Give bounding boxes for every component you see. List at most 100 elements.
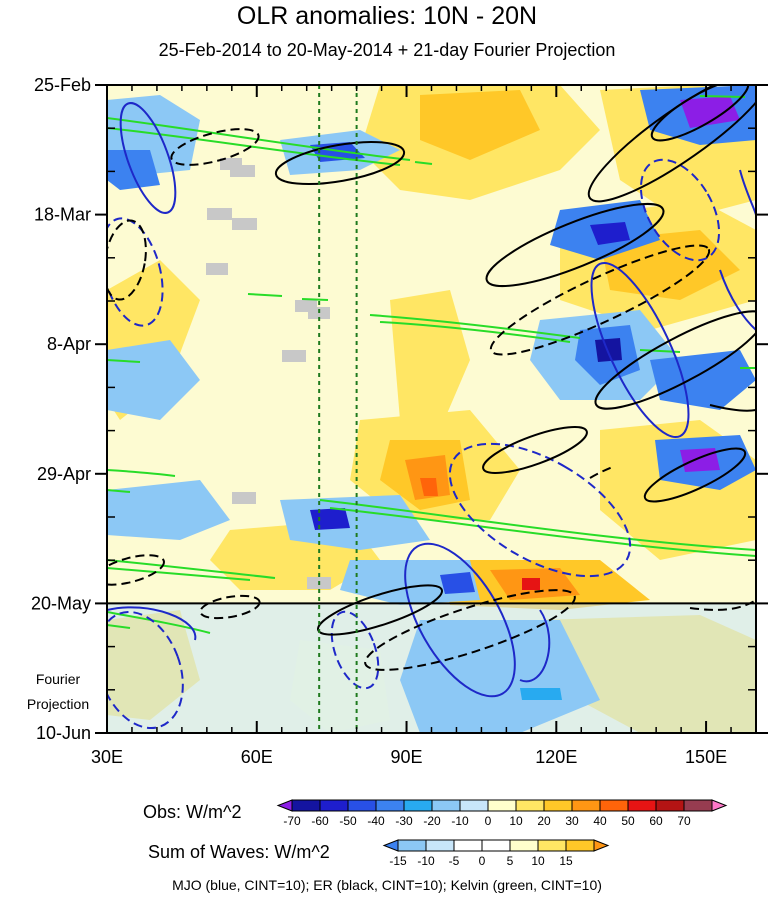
projection-label-line1: Fourier xyxy=(36,671,81,687)
kelvin-contour xyxy=(107,117,411,161)
er-contour xyxy=(482,426,588,474)
mjo-contour xyxy=(590,261,690,439)
colorbar-swatch xyxy=(459,799,489,812)
y-tick-label: 10-Jun xyxy=(36,723,91,743)
kelvin-contour xyxy=(107,624,131,629)
er-contour xyxy=(274,140,406,186)
kelvin-contour xyxy=(699,95,746,98)
y-tick-label: 25-Feb xyxy=(34,75,91,95)
missing-data-cell xyxy=(232,492,256,504)
negative-anomaly-region xyxy=(520,688,562,700)
colorbar-swatch xyxy=(382,839,399,852)
obs-colorbar: -70 -60 -50 -40 -30 -20 -10 0 10 20 30 40 50 60 70 xyxy=(276,799,728,828)
kelvin-contour xyxy=(107,567,251,581)
colorbar-swatch xyxy=(375,799,405,812)
colorbar-label: -15 xyxy=(389,854,407,868)
missing-data-cell xyxy=(282,350,306,362)
negative-anomaly-region xyxy=(590,222,630,245)
negative-anomaly-region xyxy=(680,96,740,128)
negative-anomaly-layer xyxy=(107,85,756,733)
y-tick-label: 8-Apr xyxy=(47,334,91,354)
colorbar-label: -10 xyxy=(451,814,469,828)
y-tick-label: 20-May xyxy=(31,593,91,613)
colorbar-label: 10 xyxy=(509,814,523,828)
x-axis: 30E 60E 90E 120E 150E xyxy=(91,85,732,767)
colorbar-swatch xyxy=(537,839,567,852)
positive-anomaly-region xyxy=(420,90,540,160)
missing-data-cell xyxy=(207,208,232,220)
kelvin-contour xyxy=(301,298,329,301)
positive-anomaly-region xyxy=(522,578,540,590)
er-contour xyxy=(650,85,750,142)
x-tick-label: 120E xyxy=(535,747,577,767)
colorbar-swatch xyxy=(593,839,610,852)
obs-legend-title: Obs: W/m^2 xyxy=(143,802,242,822)
y-tick-label: 18-Mar xyxy=(34,205,91,225)
colorbar-label: 10 xyxy=(531,854,545,868)
y-axis: 25-Feb 18-Mar 8-Apr 29-Apr 20-May 10-Jun xyxy=(31,75,768,743)
x-tick-label: 60E xyxy=(241,747,273,767)
colorbar-label: 60 xyxy=(649,814,663,828)
colorbar-label: 70 xyxy=(677,814,691,828)
colorbar-label: -5 xyxy=(449,854,460,868)
colorbar-swatch xyxy=(683,799,713,812)
colorbar-swatch xyxy=(397,839,427,852)
er-negative-contours xyxy=(107,128,756,671)
er-contour xyxy=(364,589,576,671)
er-contour xyxy=(589,465,616,479)
colorbar-label: -70 xyxy=(283,814,301,828)
kelvin-contour xyxy=(107,559,276,579)
colorbar-swatch xyxy=(481,839,511,852)
colorbar-label: -40 xyxy=(367,814,385,828)
colorbar-swatch xyxy=(276,799,293,812)
colorbar-label: 5 xyxy=(507,854,514,868)
er-contour xyxy=(107,554,165,586)
colorbar-swatch xyxy=(347,799,377,812)
colorbar-label: 40 xyxy=(593,814,607,828)
colorbar-swatch xyxy=(627,799,657,812)
missing-data-cell xyxy=(232,218,257,230)
negative-anomaly-region xyxy=(440,572,475,594)
er-contour xyxy=(587,85,756,203)
colorbar-label: -20 xyxy=(423,814,441,828)
kelvin-contour xyxy=(369,314,581,339)
mjo-negative-contours xyxy=(107,158,721,730)
colorbar-swatch xyxy=(319,799,349,812)
negative-anomaly-region xyxy=(310,508,350,530)
negative-anomaly-region xyxy=(595,338,622,362)
er-contour xyxy=(709,404,756,412)
colorbar-swatch xyxy=(571,799,601,812)
er-contour xyxy=(170,128,260,166)
er-wave-contours xyxy=(274,85,756,636)
missing-data-cell xyxy=(206,263,228,275)
kelvin-contour xyxy=(319,499,756,551)
negative-anomaly-region xyxy=(107,480,230,540)
colorbar-swatch xyxy=(711,799,728,812)
negative-anomaly-region xyxy=(107,340,200,420)
chart-subtitle: 25-Feb-2014 to 20-May-2014 + 21-day Four… xyxy=(158,40,616,60)
colorbar-swatch xyxy=(565,839,595,852)
colorbar-swatch xyxy=(291,799,321,812)
colorbar-swatch xyxy=(403,799,433,812)
colorbar-swatch xyxy=(453,839,483,852)
chart-title: OLR anomalies: 10N - 20N xyxy=(236,2,538,30)
projection-label-line2: Projection xyxy=(27,696,89,712)
x-tick-label: 30E xyxy=(91,747,123,767)
colorbar-label: 0 xyxy=(479,854,486,868)
positive-anomaly-region xyxy=(420,478,438,496)
colorbar-label: -60 xyxy=(311,814,329,828)
kelvin-contour xyxy=(329,507,756,557)
mjo-contour xyxy=(519,609,551,683)
er-contour xyxy=(107,219,147,301)
colorbar-label: 0 xyxy=(485,814,492,828)
kelvin-contour xyxy=(107,469,176,477)
colorbar-label: -10 xyxy=(417,854,435,868)
footer-caption: MJO (blue, CINT=10); ER (black, CINT=10)… xyxy=(172,877,602,893)
mjo-contour xyxy=(330,610,380,690)
kelvin-contour xyxy=(379,321,571,343)
positive-anomaly-region xyxy=(405,455,450,500)
colorbar-swatch xyxy=(599,799,629,812)
mjo-contour xyxy=(719,269,756,331)
x-tick-label: 150E xyxy=(685,747,727,767)
